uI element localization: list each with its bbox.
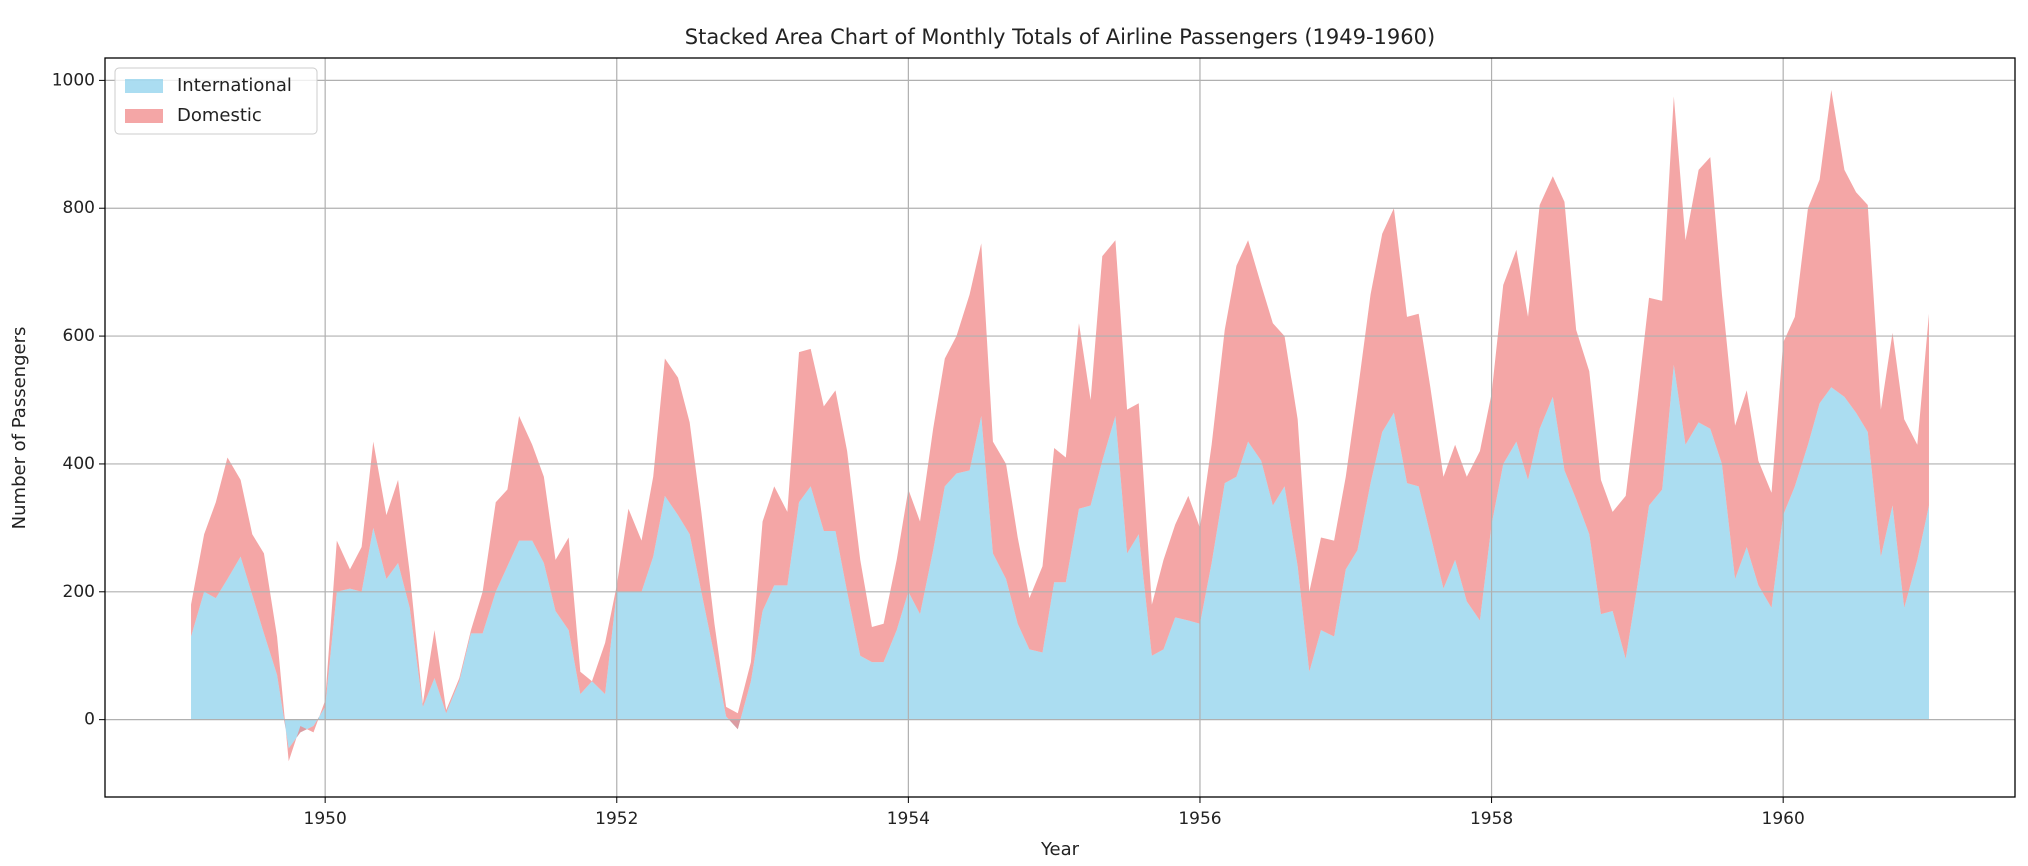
legend-swatch — [125, 109, 163, 123]
chart-title: Stacked Area Chart of Monthly Totals of … — [685, 25, 1435, 49]
legend-label: International — [177, 75, 292, 96]
legend-box — [114, 67, 318, 135]
y-tick-label: 400 — [63, 454, 95, 474]
legend-swatch — [125, 79, 163, 93]
y-tick-label: 1000 — [52, 70, 95, 90]
x-tick-label: 1960 — [1762, 809, 1805, 829]
y-tick-label: 600 — [63, 326, 95, 346]
y-tick-label: 200 — [63, 582, 95, 602]
legend-label: Domestic — [177, 105, 262, 126]
x-axis-label: Year — [1040, 839, 1080, 860]
y-tick-label: 800 — [63, 198, 95, 218]
y-tick-label: 0 — [84, 710, 95, 730]
x-tick-label: 1952 — [595, 809, 638, 829]
x-tick-label: 1956 — [1178, 809, 1221, 829]
area — [191, 89, 1929, 762]
y-axis-label: Number of Passengers — [9, 327, 30, 530]
x-tick-label: 1950 — [304, 809, 347, 829]
x-tick-label: 1958 — [1470, 809, 1513, 829]
plot-frame — [104, 57, 2016, 798]
x-tick-label: 1954 — [887, 809, 930, 829]
legend: International Domestic — [114, 67, 318, 135]
area — [191, 364, 1929, 749]
